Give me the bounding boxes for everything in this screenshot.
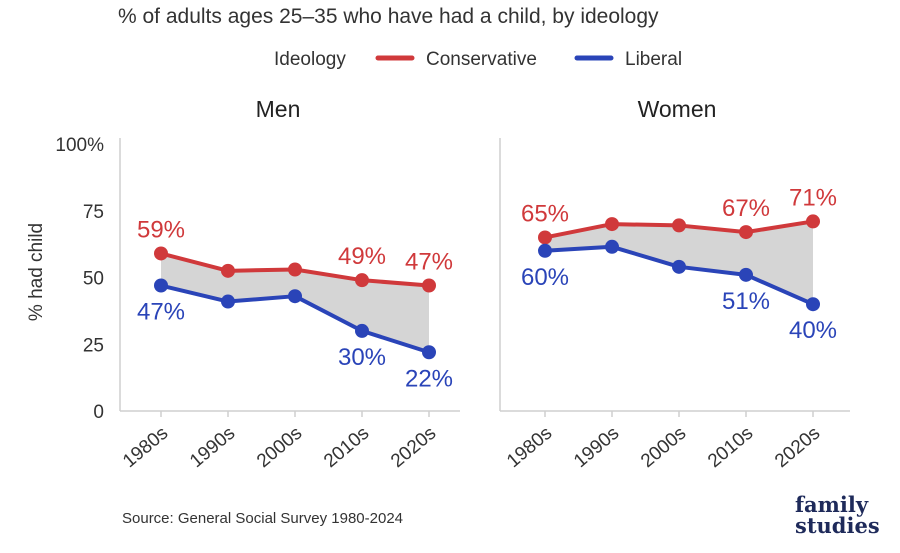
data-point-liberal (739, 267, 753, 282)
data-point-conservative (672, 218, 686, 233)
data-label-liberal: 60% (521, 264, 569, 291)
x-tick-label: 1980s (503, 423, 556, 472)
data-point-conservative (739, 225, 753, 240)
data-point-conservative (221, 263, 235, 278)
data-point-liberal (605, 239, 619, 254)
data-point-liberal (154, 278, 168, 293)
family-studies-logo: family studies (795, 492, 880, 538)
facet-title: Women (638, 96, 717, 122)
y-tick-label: 0 (93, 402, 104, 423)
x-tick-label: 2010s (704, 423, 757, 472)
x-tick-label: 2010s (320, 423, 373, 472)
legend-label-liberal: Liberal (625, 49, 682, 70)
data-point-liberal (221, 294, 235, 309)
source-note: Source: General Social Survey 1980-2024 (122, 510, 403, 527)
x-tick-label: 2020s (387, 423, 440, 472)
data-point-liberal (672, 259, 686, 274)
data-point-liberal (355, 323, 369, 338)
x-tick-label: 2020s (771, 423, 824, 472)
x-tick-label: 1990s (186, 423, 239, 472)
data-label-conservative: 71% (789, 184, 837, 211)
y-axis-ticks: 0 25 50 75 100% (55, 135, 104, 423)
data-label-conservative: 59% (137, 216, 185, 243)
legend-label-conservative: Conservative (426, 49, 537, 70)
data-point-liberal (538, 243, 552, 258)
facet-women: Women 1980s 1990s 2000s 2010s 2020s 65% 67% 71% 6… (499, 96, 850, 472)
y-tick-label: 50 (83, 269, 104, 290)
legend: Ideology Conservative Liberal (274, 49, 682, 70)
data-point-conservative (422, 278, 436, 293)
data-point-conservative (288, 262, 302, 277)
data-point-conservative (355, 273, 369, 288)
chart-subtitle: % of adults ages 25–35 who have had a ch… (118, 5, 659, 28)
data-label-liberal: 22% (405, 365, 453, 392)
data-point-conservative (154, 246, 168, 261)
logo-line-1: family (795, 492, 869, 517)
data-point-conservative (538, 230, 552, 245)
data-label-liberal: 40% (789, 317, 837, 344)
data-label-liberal: 51% (722, 288, 770, 315)
x-tick-label: 2000s (637, 423, 690, 472)
y-tick-label: 25 (83, 335, 104, 356)
data-label-conservative: 67% (722, 195, 770, 222)
legend-title: Ideology (274, 49, 346, 70)
data-label-conservative: 47% (405, 249, 453, 276)
x-tick-label: 1980s (119, 423, 172, 472)
data-label-liberal: 30% (338, 344, 386, 371)
x-tick-label: 2000s (253, 423, 306, 472)
y-tick-label: 100% (55, 135, 104, 156)
logo-line-2: studies (795, 513, 880, 538)
y-axis-label: % had child (26, 223, 47, 321)
x-tick-label: 1990s (570, 423, 623, 472)
data-point-liberal (806, 297, 820, 312)
data-point-liberal (422, 345, 436, 360)
data-point-conservative (806, 214, 820, 229)
facet-title: Men (256, 96, 301, 122)
data-point-liberal (288, 289, 302, 304)
y-tick-label: 75 (83, 202, 104, 223)
data-label-conservative: 49% (338, 243, 386, 270)
data-label-conservative: 65% (521, 200, 569, 227)
data-label-liberal: 47% (137, 299, 185, 326)
data-point-conservative (605, 217, 619, 232)
facet-men: Men 1980s 1990s 2000s 2010s 2020s 59% 49% 47% 47%… (119, 96, 460, 472)
